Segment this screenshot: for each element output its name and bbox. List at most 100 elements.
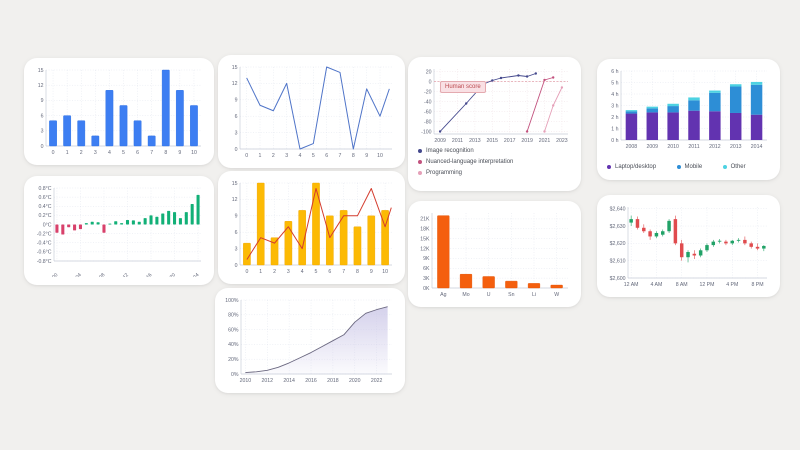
svg-text:6: 6 bbox=[328, 269, 331, 275]
legend-item-other[interactable]: Other bbox=[722, 164, 746, 170]
svg-text:12: 12 bbox=[232, 81, 238, 87]
legend-item-mobile[interactable]: Mobile bbox=[676, 164, 702, 170]
svg-text:12: 12 bbox=[232, 197, 238, 203]
svg-text:4: 4 bbox=[299, 153, 302, 159]
svg-text:10: 10 bbox=[377, 153, 383, 159]
svg-text:2: 2 bbox=[80, 150, 83, 156]
svg-text:4 PM: 4 PM bbox=[726, 282, 738, 288]
device-usage-chart[interactable]: 0 h 1 h 2 h 3 h 4 h 5 h 6 h 2008 2009 2010 2011 201… bbox=[605, 67, 772, 151]
svg-text:1: 1 bbox=[259, 269, 262, 275]
svg-text:2017: 2017 bbox=[504, 138, 516, 144]
svg-text:2014: 2014 bbox=[283, 378, 295, 384]
svg-text:2004: 2004 bbox=[71, 272, 83, 277]
svg-text:7: 7 bbox=[342, 269, 345, 275]
svg-text:9: 9 bbox=[41, 98, 44, 104]
adoption-area-chart[interactable]: 0% 20% 40% 60% 80% 100% 2010 2012 2014 2016 2018 20… bbox=[223, 296, 397, 385]
device-usage-legend: Laptop/desktop Mobile Other bbox=[605, 156, 772, 174]
svg-text:12 PM: 12 PM bbox=[699, 282, 714, 288]
legend-dot bbox=[722, 165, 727, 169]
svg-text:12: 12 bbox=[38, 83, 44, 89]
svg-text:0°C: 0°C bbox=[43, 222, 52, 228]
svg-text:20: 20 bbox=[426, 69, 432, 75]
svg-text:-0.8°C: -0.8°C bbox=[37, 259, 52, 265]
svg-text:2015: 2015 bbox=[487, 138, 499, 144]
svg-text:5: 5 bbox=[122, 150, 125, 156]
svg-text:15: 15 bbox=[38, 68, 44, 74]
svg-text:-0.4°C: -0.4°C bbox=[37, 241, 52, 247]
svg-text:2019: 2019 bbox=[521, 138, 533, 144]
svg-text:2010: 2010 bbox=[240, 378, 252, 384]
legend-label: Laptop/desktop bbox=[615, 164, 657, 170]
svg-text:3 h: 3 h bbox=[611, 103, 618, 109]
legend-label: Other bbox=[730, 164, 746, 170]
svg-text:1: 1 bbox=[66, 150, 69, 156]
svg-text:2024: 2024 bbox=[188, 272, 200, 277]
svg-text:4 h: 4 h bbox=[611, 92, 618, 98]
svg-text:-20: -20 bbox=[424, 89, 432, 95]
svg-text:15: 15 bbox=[232, 65, 238, 71]
svg-text:2013: 2013 bbox=[730, 144, 742, 150]
svg-text:12 AM: 12 AM bbox=[624, 282, 639, 288]
legend-dot bbox=[418, 171, 422, 175]
legend-dot bbox=[607, 165, 611, 169]
svg-text:4: 4 bbox=[301, 269, 304, 275]
svg-text:0: 0 bbox=[429, 79, 432, 85]
card-metal-production-chart: 0K 3K 6K 9K 12K 15K 18K 21K Ag Mo U Sn Li W bbox=[408, 201, 581, 307]
human-score-annotation: Human score bbox=[440, 81, 486, 93]
card-temperature-anomaly-chart: 0.8°C 0.6°C 0.4°C 0.2°C 0°C -0.2°C -0.4°C -0.6°… bbox=[24, 176, 214, 285]
card-bar-line-combo-chart: 0 3 6 9 12 15 0 1 2 3 4 5 6 7 8 9 10 bbox=[218, 171, 405, 284]
svg-text:8: 8 bbox=[164, 150, 167, 156]
svg-text:Sn: Sn bbox=[508, 292, 514, 298]
legend-item-programming[interactable]: Programming bbox=[418, 170, 573, 176]
svg-text:2008: 2008 bbox=[626, 144, 638, 150]
svg-text:0: 0 bbox=[245, 269, 248, 275]
svg-text:2016: 2016 bbox=[305, 378, 317, 384]
svg-text:Li: Li bbox=[532, 292, 536, 298]
svg-text:2014: 2014 bbox=[751, 144, 763, 150]
svg-text:0: 0 bbox=[235, 263, 238, 269]
svg-text:2012: 2012 bbox=[709, 144, 721, 150]
metal-production-chart[interactable]: 0K 3K 6K 9K 12K 15K 18K 21K Ag Mo U Sn Li W bbox=[416, 209, 573, 299]
svg-text:2009: 2009 bbox=[434, 138, 446, 144]
svg-text:$2,610: $2,610 bbox=[610, 258, 626, 264]
svg-text:3: 3 bbox=[235, 130, 238, 136]
legend-label: Programming bbox=[426, 170, 463, 176]
svg-text:0: 0 bbox=[41, 144, 44, 150]
svg-text:3: 3 bbox=[285, 153, 288, 159]
card-ai-vs-human-chart: 20 0 -20 -40 -60 -80 -100 2009 2011 2013 2015 2017 2… bbox=[408, 57, 581, 191]
svg-text:8 PM: 8 PM bbox=[751, 282, 763, 288]
legend-item-nuanced-language[interactable]: Nuanced-language interpretation bbox=[418, 159, 573, 165]
svg-text:15K: 15K bbox=[420, 236, 430, 242]
svg-text:10: 10 bbox=[382, 269, 388, 275]
svg-text:2011: 2011 bbox=[688, 144, 699, 150]
temperature-anomaly-chart[interactable]: 0.8°C 0.6°C 0.4°C 0.2°C 0°C -0.2°C -0.4°C -0.6°… bbox=[32, 184, 206, 277]
svg-text:7: 7 bbox=[150, 150, 153, 156]
svg-text:0.8°C: 0.8°C bbox=[38, 186, 51, 192]
svg-text:0: 0 bbox=[245, 153, 248, 159]
svg-text:-40: -40 bbox=[424, 99, 432, 105]
svg-text:2012: 2012 bbox=[118, 272, 130, 277]
svg-text:4: 4 bbox=[108, 150, 111, 156]
svg-text:3K: 3K bbox=[423, 276, 430, 282]
legend-item-laptop-desktop[interactable]: Laptop/desktop bbox=[607, 164, 656, 170]
svg-text:2018: 2018 bbox=[327, 378, 339, 384]
legend-dot bbox=[418, 160, 422, 164]
svg-text:0K: 0K bbox=[423, 286, 430, 292]
svg-text:3: 3 bbox=[235, 246, 238, 252]
svg-text:2016: 2016 bbox=[141, 272, 153, 277]
legend-item-image-recognition[interactable]: Image recognition bbox=[418, 148, 573, 154]
svg-text:2021: 2021 bbox=[539, 138, 551, 144]
card-blue-line-chart: 0 3 6 9 12 15 0 1 2 3 4 5 6 7 8 9 10 bbox=[218, 55, 405, 168]
legend-label: Image recognition bbox=[426, 148, 474, 154]
svg-text:9: 9 bbox=[235, 214, 238, 220]
ai-chart-legend: Image recognition Nuanced-language inter… bbox=[416, 148, 573, 176]
svg-text:10: 10 bbox=[191, 150, 197, 156]
svg-text:21K: 21K bbox=[420, 217, 430, 223]
svg-text:5: 5 bbox=[312, 153, 315, 159]
svg-text:15: 15 bbox=[232, 181, 238, 187]
